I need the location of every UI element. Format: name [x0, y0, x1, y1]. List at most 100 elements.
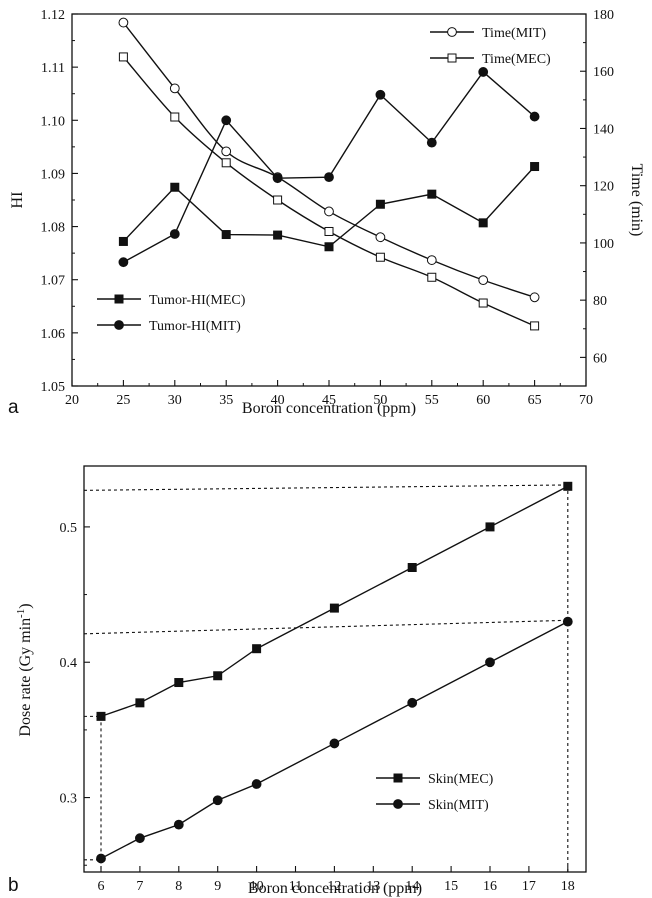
- data-point-tumor-hi-mec: [478, 218, 488, 228]
- panel-label-a: a: [8, 397, 19, 418]
- legend-marker-tumor-hi-mec: [114, 294, 124, 304]
- x-tick-label-a: 30: [168, 393, 182, 408]
- data-point-time-mit: [169, 83, 180, 94]
- data-point-tumor-hi-mit: [221, 115, 232, 126]
- y-tick-label-a: 1.06: [41, 327, 66, 342]
- data-point-skin-mec: [407, 563, 417, 572]
- data-point-time-mit: [221, 146, 232, 157]
- legend-label-tumor-hi-mit: Tumor-HI(MIT): [149, 319, 241, 334]
- data-point-skin-mit: [212, 795, 223, 806]
- data-point-time-mit: [426, 255, 437, 265]
- x-tick-label-b: 8: [175, 879, 182, 894]
- y2-tick-label-a: 180: [593, 8, 614, 23]
- legend-label-time-mec: Time(MEC): [482, 52, 551, 67]
- data-point-tumor-hi-mit: [375, 89, 386, 100]
- series-line-skin-mec: [100, 485, 569, 718]
- x-tick-label-a: 60: [476, 393, 490, 408]
- data-point-tumor-hi-mec: [324, 242, 334, 252]
- data-point-skin-mec: [329, 603, 339, 613]
- legend-marker-time-mit: [447, 27, 457, 37]
- y2-tick-label-a: 60: [593, 351, 607, 366]
- y2-tick-label-a: 160: [593, 65, 614, 80]
- data-point-time-mit: [375, 232, 386, 243]
- data-point-tumor-hi-mec: [170, 182, 180, 192]
- data-point-tumor-hi-mit: [426, 137, 437, 148]
- chart-panel-a: 20 25 30 35 40 45 50 55 60 65 70 1.05 1.06 1.07 1.08 1.…: [8, 8, 645, 418]
- x-axis-label-b: Boron concentration (ppm): [248, 880, 422, 897]
- data-point-time-mec: [324, 226, 334, 236]
- chart-panel-b: 6 7 8 9 10 11 12 13 14 15 16 17 18 0.3 0.4 0.5 Skin(MEC…: [8, 465, 587, 897]
- y-tick-label-a: 1.05: [41, 380, 66, 395]
- x-tick-label-a: 65: [528, 393, 542, 408]
- x-tick-label-b: 15: [444, 879, 458, 894]
- data-point-tumor-hi-mit: [324, 172, 334, 183]
- y-tick-label-a: 1.07: [41, 274, 66, 289]
- series-line-time-mec: [122, 56, 535, 327]
- x-tick-label-b: 14: [405, 879, 419, 894]
- data-point-skin-mit: [485, 657, 495, 668]
- data-point-skin-mec: [213, 671, 223, 681]
- y-tick-label-a: 1.11: [41, 61, 65, 76]
- x-tick-label-a: 40: [271, 393, 285, 408]
- data-point-skin-mit: [251, 779, 262, 789]
- data-point-time-mec: [478, 298, 488, 308]
- y-tick-label-b: 0.4: [60, 656, 78, 671]
- y-axis-label-b-sup: -1: [15, 609, 27, 618]
- x-tick-label-b: 6: [98, 879, 105, 894]
- y-axis-label-b: Dose rate (Gy min-1): [15, 603, 34, 736]
- data-point-time-mit: [529, 292, 540, 303]
- x-tick-label-a: 50: [373, 393, 387, 408]
- y-axis-label-b-main: Dose rate (Gy min: [17, 618, 34, 737]
- data-point-time-mit: [478, 275, 489, 286]
- x-tick-label-b: 12: [327, 879, 341, 894]
- data-point-tumor-hi-mec: [118, 236, 128, 246]
- data-point-skin-mec: [485, 522, 495, 532]
- data-point-tumor-hi-mec: [375, 199, 385, 209]
- x-tick-label-b: 10: [250, 879, 264, 894]
- x-tick-label-b: 11: [289, 879, 302, 894]
- panel-label-b: b: [8, 875, 19, 896]
- x-tick-label-b: 18: [561, 879, 575, 894]
- data-point-skin-mec: [96, 711, 106, 721]
- dashed-guide-line: [83, 619, 568, 635]
- legend-marker-tumor-hi-mit: [114, 320, 124, 330]
- legend-label-skin-mec: Skin(MEC): [428, 772, 494, 787]
- x-tick-label-b: 9: [214, 879, 221, 894]
- y-tick-label-b: 0.3: [60, 792, 78, 807]
- series-line-time-mit: [122, 22, 535, 298]
- x-tick-label-b: 17: [522, 879, 536, 894]
- y2-axis-label-a: Time (min): [628, 164, 645, 237]
- y2-tick-label-a: 80: [593, 294, 607, 309]
- legend-label-skin-mit: Skin(MIT): [428, 798, 489, 813]
- data-point-skin-mec: [174, 678, 184, 688]
- data-point-skin-mit: [135, 833, 145, 844]
- data-point-skin-mec: [252, 644, 262, 654]
- data-point-skin-mit: [562, 616, 573, 627]
- legend-marker-skin-mit: [393, 799, 403, 809]
- legend-marker-time-mec: [447, 53, 457, 63]
- data-point-skin-mec: [563, 481, 573, 491]
- y-axis-label-a: HI: [9, 192, 26, 209]
- data-point-skin-mit: [173, 819, 184, 830]
- data-point-tumor-hi-mit: [118, 257, 129, 268]
- y-tick-label-a: 1.10: [41, 114, 66, 129]
- x-tick-label-a: 55: [425, 393, 439, 408]
- data-point-skin-mec: [135, 698, 145, 708]
- x-tick-label-b: 7: [136, 879, 143, 894]
- data-point-time-mec: [427, 272, 437, 282]
- x-tick-label-b: 13: [366, 879, 380, 894]
- plot-frame-b: [83, 465, 587, 873]
- y2-tick-label-a: 140: [593, 122, 614, 137]
- data-point-tumor-hi-mit: [478, 67, 489, 77]
- data-point-tumor-hi-mit: [272, 173, 283, 184]
- x-tick-label-b: 16: [483, 879, 497, 894]
- dashed-guide-line: [83, 484, 568, 491]
- y2-tick-label-a: 100: [593, 237, 614, 252]
- data-point-time-mit: [324, 206, 334, 217]
- data-point-tumor-hi-mit: [169, 229, 180, 239]
- y-tick-label-a: 1.08: [41, 221, 66, 236]
- y-tick-label-a: 1.09: [41, 167, 66, 182]
- x-tick-label-a: 70: [579, 393, 593, 408]
- x-tick-label-a: 25: [116, 393, 130, 408]
